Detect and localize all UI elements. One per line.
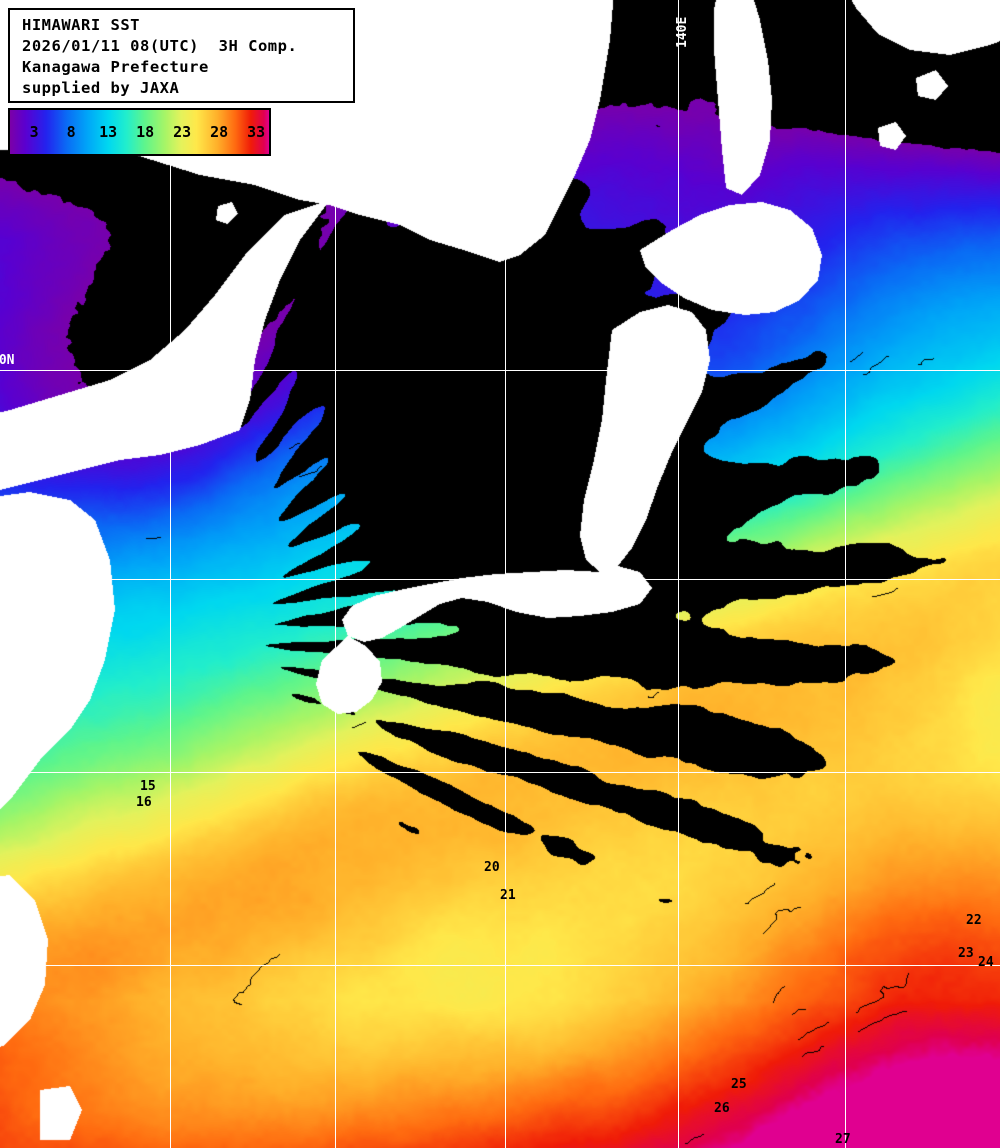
colorbar-tick-23: 23 <box>173 123 192 141</box>
colorbar-tick-3: 3 <box>29 123 39 141</box>
product-region: Kanagawa Prefecture <box>22 58 209 76</box>
colorbar-tick-labels: 3 8 13 18 23 28 33 <box>10 110 269 154</box>
product-title: HIMAWARI SST <box>22 16 140 34</box>
colorbar-tick-18: 18 <box>136 123 155 141</box>
sst-colorbar: 3 8 13 18 23 28 33 <box>8 108 271 156</box>
colorbar-tick-33: 33 <box>247 123 266 141</box>
colorbar-tick-13: 13 <box>99 123 118 141</box>
colorbar-gradient <box>10 110 269 154</box>
product-info-box: HIMAWARI SST 2026/01/11 08(UTC) 3H Comp.… <box>8 8 355 103</box>
colorbar-tick-28: 28 <box>210 123 229 141</box>
colorbar-tick-8: 8 <box>66 123 76 141</box>
product-credit: supplied by JAXA <box>22 79 180 97</box>
product-timestamp: 2026/01/11 08(UTC) 3H Comp. <box>22 37 298 55</box>
